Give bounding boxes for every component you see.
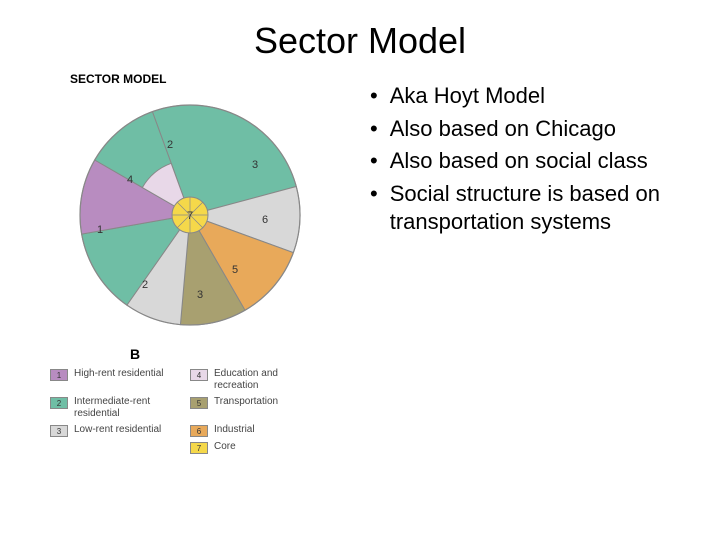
svg-text:4: 4	[127, 174, 133, 186]
bullet-text: Also based on social class	[390, 147, 648, 176]
content-row: SECTOR MODEL 2 3 6 5 3 2 1 4 7 B 1 High-rent resi…	[0, 72, 720, 454]
legend-swatch: 4	[190, 369, 208, 381]
legend-swatch: 7	[190, 442, 208, 454]
svg-text:2: 2	[167, 139, 173, 151]
legend: 1 High-rent residential 4 Education and rec…	[50, 368, 330, 454]
svg-text:2: 2	[142, 279, 148, 291]
svg-text:3: 3	[252, 159, 258, 171]
bullet-text: Aka Hoyt Model	[390, 82, 545, 111]
svg-text:1: 1	[97, 224, 103, 236]
legend-item: 2 Intermediate-rent residential	[50, 396, 180, 420]
legend-swatch: 2	[50, 397, 68, 409]
bullet-item: Social structure is based on transportat…	[370, 180, 690, 237]
sector-diagram: 2 3 6 5 3 2 1 4 7	[50, 90, 330, 340]
legend-item: 5 Transportation	[190, 396, 320, 420]
legend-item: 3 Low-rent residential	[50, 424, 180, 437]
text-column: Aka Hoyt Model Also based on Chicago Also …	[350, 72, 690, 454]
diagram-heading: SECTOR MODEL	[70, 72, 166, 86]
legend-swatch: 3	[50, 425, 68, 437]
bullet-item: Also based on Chicago	[370, 115, 690, 144]
legend-label: Education and recreation	[214, 368, 320, 392]
legend-item: 1 High-rent residential	[50, 368, 180, 392]
legend-label: Intermediate-rent residential	[74, 396, 180, 420]
diagram-column: SECTOR MODEL 2 3 6 5 3 2 1 4 7 B 1 High-rent resi…	[30, 72, 350, 454]
legend-label: Core	[214, 441, 236, 453]
svg-text:3: 3	[197, 289, 203, 301]
legend-label: Industrial	[214, 424, 255, 436]
legend-label: High-rent residential	[74, 368, 164, 380]
legend-swatch: 1	[50, 369, 68, 381]
bullet-list: Aka Hoyt Model Also based on Chicago Also …	[370, 82, 690, 237]
svg-text:6: 6	[262, 214, 268, 226]
bullet-item: Aka Hoyt Model	[370, 82, 690, 111]
legend-item: 4 Education and recreation	[190, 368, 320, 392]
legend-item: 6 Industrial	[190, 424, 320, 437]
legend-item: 7 Core	[190, 441, 320, 454]
bullet-item: Also based on social class	[370, 147, 690, 176]
svg-text:5: 5	[232, 264, 238, 276]
legend-label: Low-rent residential	[74, 424, 161, 436]
legend-swatch: 6	[190, 425, 208, 437]
legend-swatch: 5	[190, 397, 208, 409]
svg-text:7: 7	[187, 210, 193, 222]
legend-label: Transportation	[214, 396, 278, 408]
bullet-text: Also based on Chicago	[390, 115, 616, 144]
bullet-text: Social structure is based on transportat…	[390, 180, 690, 237]
slide-title: Sector Model	[0, 0, 720, 72]
panel-label: B	[130, 346, 140, 362]
